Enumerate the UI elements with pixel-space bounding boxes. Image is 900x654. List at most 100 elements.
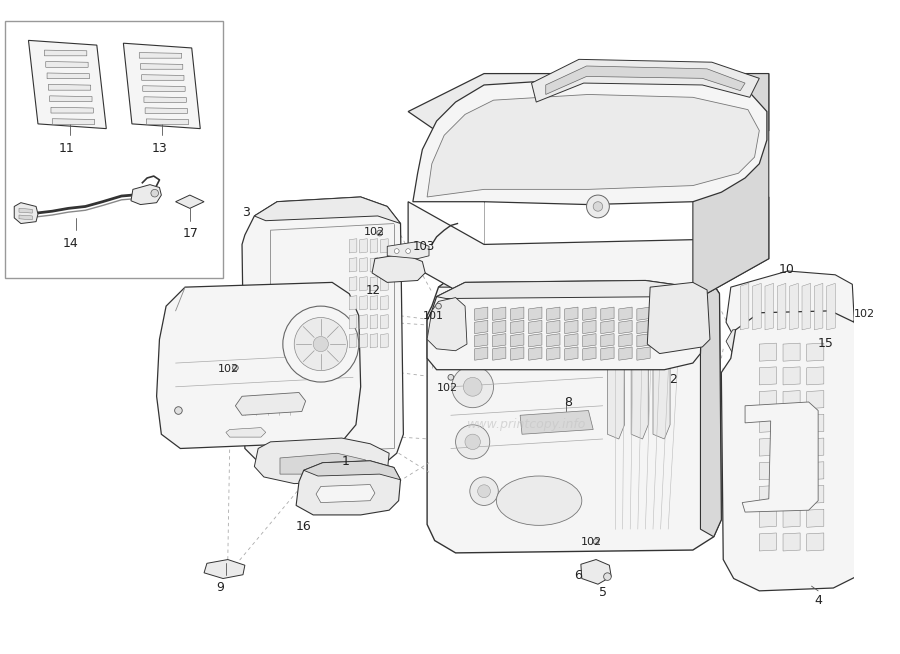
Polygon shape	[349, 277, 357, 291]
Polygon shape	[806, 485, 824, 504]
Polygon shape	[619, 307, 632, 320]
Polygon shape	[255, 438, 389, 483]
Polygon shape	[806, 343, 824, 361]
Polygon shape	[564, 334, 578, 347]
Polygon shape	[806, 533, 824, 551]
Polygon shape	[862, 328, 900, 586]
Circle shape	[455, 424, 490, 459]
Polygon shape	[387, 241, 429, 259]
Polygon shape	[29, 41, 106, 129]
Polygon shape	[19, 209, 32, 213]
Polygon shape	[296, 461, 400, 515]
Polygon shape	[760, 509, 777, 527]
Polygon shape	[760, 367, 777, 385]
Polygon shape	[580, 560, 611, 584]
Polygon shape	[700, 275, 721, 537]
Polygon shape	[783, 390, 800, 409]
Polygon shape	[436, 281, 702, 301]
Polygon shape	[413, 78, 767, 205]
Polygon shape	[520, 411, 593, 434]
Polygon shape	[349, 296, 357, 310]
Polygon shape	[144, 97, 186, 103]
Polygon shape	[721, 311, 864, 591]
Polygon shape	[176, 195, 204, 209]
Polygon shape	[428, 94, 760, 197]
Polygon shape	[474, 320, 488, 334]
Polygon shape	[546, 320, 560, 334]
Polygon shape	[545, 66, 745, 94]
Polygon shape	[546, 347, 560, 360]
Text: 12: 12	[365, 284, 381, 298]
Polygon shape	[141, 75, 184, 80]
Polygon shape	[583, 320, 596, 334]
Polygon shape	[783, 462, 800, 480]
Circle shape	[377, 230, 382, 236]
Polygon shape	[255, 197, 400, 224]
Polygon shape	[381, 258, 388, 272]
Polygon shape	[492, 320, 506, 334]
Polygon shape	[50, 96, 92, 101]
Polygon shape	[583, 307, 596, 320]
Polygon shape	[381, 334, 388, 348]
Polygon shape	[778, 283, 786, 330]
Polygon shape	[528, 307, 542, 320]
Polygon shape	[601, 334, 614, 347]
Polygon shape	[204, 560, 245, 579]
Polygon shape	[726, 325, 850, 354]
Text: 102: 102	[219, 364, 239, 374]
Polygon shape	[806, 462, 824, 480]
Polygon shape	[360, 258, 367, 272]
Text: 1: 1	[342, 455, 349, 468]
Polygon shape	[528, 334, 542, 347]
Polygon shape	[370, 277, 378, 291]
Polygon shape	[19, 215, 32, 220]
Polygon shape	[583, 334, 596, 347]
Polygon shape	[157, 283, 361, 449]
Polygon shape	[14, 203, 38, 224]
Polygon shape	[528, 347, 542, 360]
Polygon shape	[760, 485, 777, 504]
Polygon shape	[647, 283, 710, 354]
Polygon shape	[631, 317, 648, 439]
Polygon shape	[608, 317, 625, 439]
Circle shape	[478, 485, 491, 498]
Circle shape	[465, 434, 481, 449]
Polygon shape	[601, 347, 614, 360]
Circle shape	[232, 365, 239, 371]
Polygon shape	[760, 438, 777, 456]
Circle shape	[294, 317, 347, 371]
Polygon shape	[370, 239, 378, 253]
Polygon shape	[741, 283, 749, 330]
Circle shape	[464, 377, 482, 396]
Polygon shape	[760, 533, 777, 551]
Polygon shape	[806, 367, 824, 385]
Circle shape	[593, 539, 598, 544]
Polygon shape	[303, 461, 400, 480]
Polygon shape	[802, 283, 811, 330]
Circle shape	[587, 195, 609, 218]
Polygon shape	[806, 438, 824, 456]
Polygon shape	[242, 197, 403, 472]
Polygon shape	[131, 184, 161, 205]
Polygon shape	[428, 298, 467, 351]
Text: 11: 11	[58, 142, 75, 155]
Text: www.printcopy.info: www.printcopy.info	[467, 419, 587, 431]
Text: 4: 4	[814, 594, 823, 607]
Polygon shape	[49, 84, 91, 90]
Polygon shape	[510, 320, 524, 334]
Polygon shape	[546, 307, 560, 320]
Polygon shape	[510, 307, 524, 320]
Polygon shape	[564, 307, 578, 320]
Polygon shape	[601, 307, 614, 320]
Polygon shape	[783, 533, 800, 551]
Polygon shape	[752, 283, 761, 330]
Polygon shape	[637, 320, 650, 334]
Polygon shape	[765, 283, 773, 330]
Polygon shape	[783, 438, 800, 456]
Polygon shape	[140, 52, 182, 58]
Text: 17: 17	[182, 228, 198, 240]
Polygon shape	[637, 347, 650, 360]
Polygon shape	[360, 277, 367, 291]
Polygon shape	[492, 347, 506, 360]
Polygon shape	[583, 347, 596, 360]
